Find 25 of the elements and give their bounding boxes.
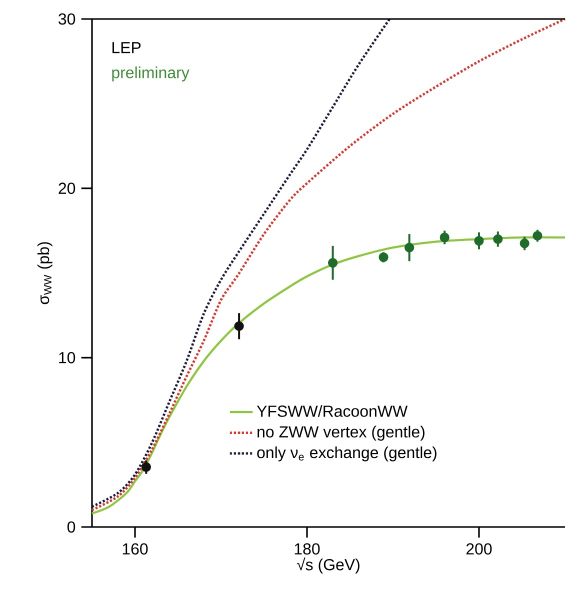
point [440, 232, 450, 242]
legend-label: only ν$_{e}$ exchange (gentle) [257, 446, 436, 462]
point [404, 242, 414, 252]
point [532, 230, 542, 241]
point [378, 252, 388, 262]
x-tick-label: 200 [466, 543, 492, 555]
line-series [90, 236, 566, 515]
y-tick-label: 20 [58, 182, 76, 194]
x-tick-label: 160 [122, 543, 148, 555]
y-tick-label: 10 [59, 352, 76, 364]
point [328, 258, 338, 268]
x-axis-title: √s (GeV) [296, 558, 360, 574]
y-tick-label: 0 [67, 521, 76, 533]
annotation: preliminary [112, 66, 190, 82]
x-tick-label: 180 [294, 543, 320, 555]
legend-label: YFSWW/RacoonWW [256, 405, 408, 417]
y-axis-title: σ$_{WW}$ (pb) [37, 242, 52, 304]
point [493, 234, 503, 244]
legend-label: no ZWW vertex (gentle) [258, 426, 424, 441]
y-tick-label: 30 [58, 13, 76, 25]
point [234, 321, 244, 331]
annotation: LEP [112, 42, 140, 54]
point [474, 236, 484, 246]
point [520, 238, 530, 248]
point [141, 462, 151, 472]
